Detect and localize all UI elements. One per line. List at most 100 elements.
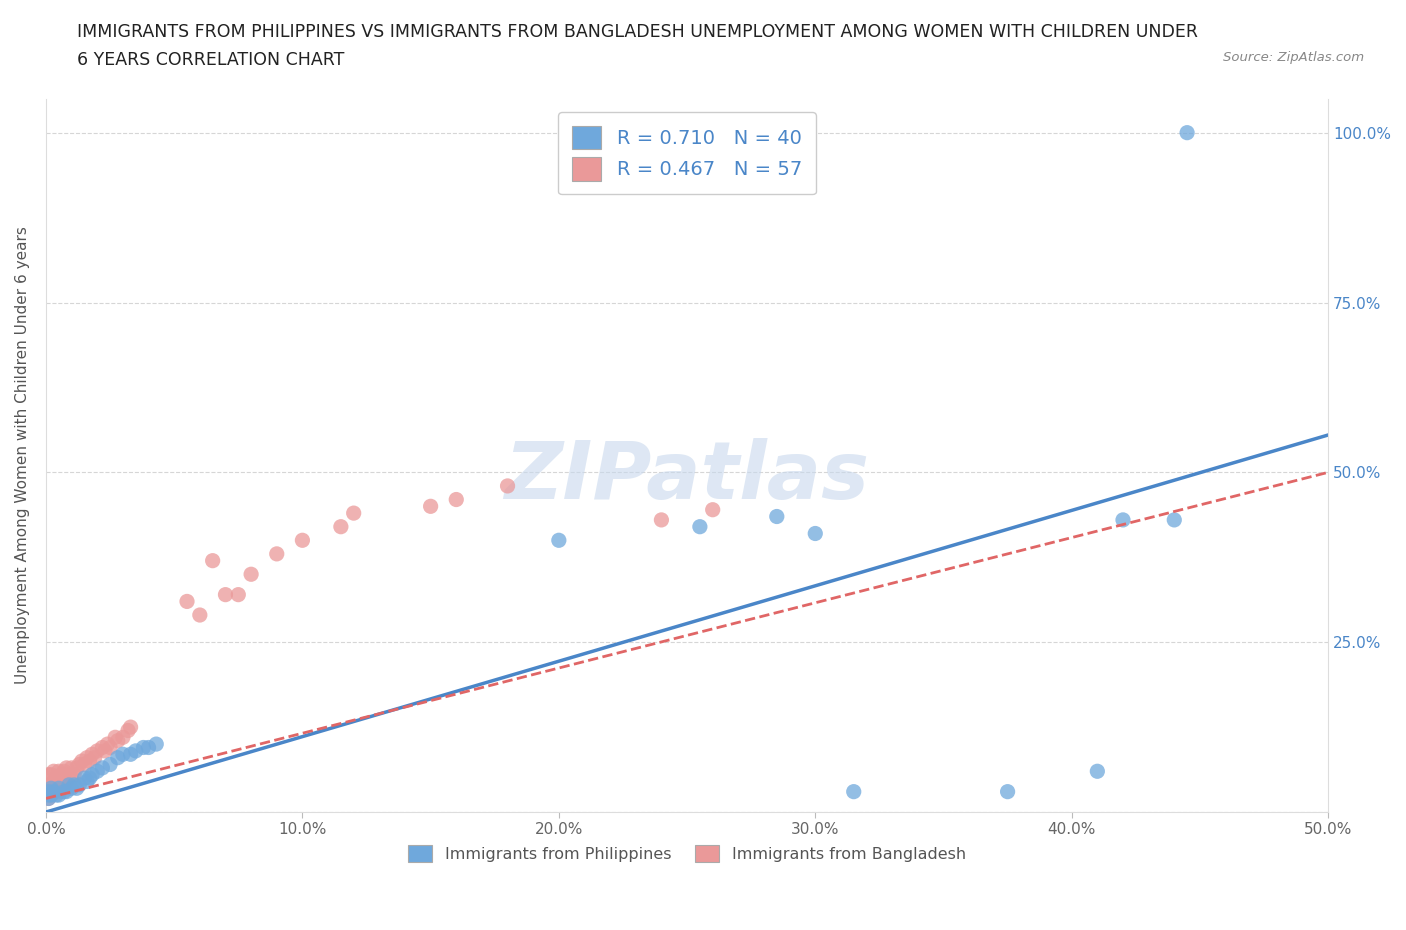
Point <box>63 767 86 782</box>
Point <box>107 733 129 748</box>
Point <box>214 587 236 602</box>
Point <box>104 730 127 745</box>
Point <box>76 774 98 789</box>
Point <box>48 764 70 778</box>
Point <box>38 784 60 799</box>
Point <box>55 784 77 799</box>
Point <box>201 553 224 568</box>
Point <box>329 519 352 534</box>
Point <box>55 761 77 776</box>
Point <box>58 767 80 782</box>
Point <box>91 761 114 776</box>
Point <box>66 761 89 776</box>
Point <box>67 757 90 772</box>
Point <box>63 777 86 792</box>
Point <box>52 784 75 799</box>
Point <box>52 764 75 778</box>
Point <box>86 743 108 758</box>
Point <box>96 737 118 751</box>
Point <box>79 753 101 768</box>
Point <box>48 781 70 796</box>
Text: Source: ZipAtlas.com: Source: ZipAtlas.com <box>1223 51 1364 64</box>
Point <box>132 740 155 755</box>
Point <box>38 791 60 806</box>
Y-axis label: Unemployment Among Women with Children Under 6 years: Unemployment Among Women with Children U… <box>15 226 30 684</box>
Point <box>51 767 73 782</box>
Point <box>48 784 70 799</box>
Point <box>650 512 672 527</box>
Point <box>240 566 263 581</box>
Point <box>55 774 77 789</box>
Point <box>98 757 121 772</box>
Point <box>117 723 139 737</box>
Point <box>45 771 67 786</box>
Point <box>702 502 724 517</box>
Point <box>39 781 62 796</box>
Text: IMMIGRANTS FROM PHILIPPINES VS IMMIGRANTS FROM BANGLADESH UNEMPLOYMENT AMONG WOM: IMMIGRANTS FROM PHILIPPINES VS IMMIGRANT… <box>77 23 1198 41</box>
Point <box>42 764 65 778</box>
Point <box>42 774 65 789</box>
Point <box>765 509 787 524</box>
Point <box>91 740 114 755</box>
Point <box>1085 764 1108 778</box>
Point <box>842 784 865 799</box>
Point <box>1175 126 1198 140</box>
Point <box>804 526 827 541</box>
Point <box>45 781 67 796</box>
Point <box>1112 512 1135 527</box>
Point <box>496 479 519 494</box>
Point <box>145 737 167 751</box>
Point <box>38 777 60 792</box>
Point <box>125 743 148 758</box>
Point <box>70 753 93 768</box>
Point <box>38 788 60 803</box>
Point <box>76 751 98 765</box>
Point <box>547 533 569 548</box>
Point <box>120 747 142 762</box>
Point <box>39 788 62 803</box>
Point <box>39 788 62 803</box>
Point <box>60 761 83 776</box>
Point <box>66 781 89 796</box>
Point <box>419 498 441 513</box>
Point <box>48 774 70 789</box>
Point <box>226 587 249 602</box>
Point <box>73 757 96 772</box>
Point <box>60 771 83 786</box>
Point <box>86 764 108 778</box>
Point <box>111 747 134 762</box>
Point <box>52 777 75 792</box>
Point <box>38 767 60 782</box>
Point <box>291 533 314 548</box>
Point <box>446 492 468 507</box>
Point <box>138 740 160 755</box>
Point <box>266 547 288 562</box>
Point <box>343 506 366 521</box>
Point <box>120 720 142 735</box>
Point <box>997 784 1019 799</box>
Point <box>188 607 211 622</box>
Legend: Immigrants from Philippines, Immigrants from Bangladesh: Immigrants from Philippines, Immigrants … <box>402 839 973 869</box>
Point <box>83 751 105 765</box>
Text: 6 YEARS CORRELATION CHART: 6 YEARS CORRELATION CHART <box>77 51 344 69</box>
Point <box>42 784 65 799</box>
Point <box>82 767 104 782</box>
Point <box>107 751 129 765</box>
Point <box>67 777 90 792</box>
Point <box>79 771 101 786</box>
Point <box>73 771 96 786</box>
Point <box>176 594 198 609</box>
Point <box>82 747 104 762</box>
Point <box>45 788 67 803</box>
Point <box>58 777 80 792</box>
Point <box>689 519 711 534</box>
Point <box>51 777 73 792</box>
Point <box>39 767 62 782</box>
Point <box>94 743 117 758</box>
Point <box>38 791 60 806</box>
Point <box>48 788 70 803</box>
Point <box>98 740 121 755</box>
Text: ZIPatlas: ZIPatlas <box>505 438 869 516</box>
Point <box>111 730 134 745</box>
Point <box>42 784 65 799</box>
